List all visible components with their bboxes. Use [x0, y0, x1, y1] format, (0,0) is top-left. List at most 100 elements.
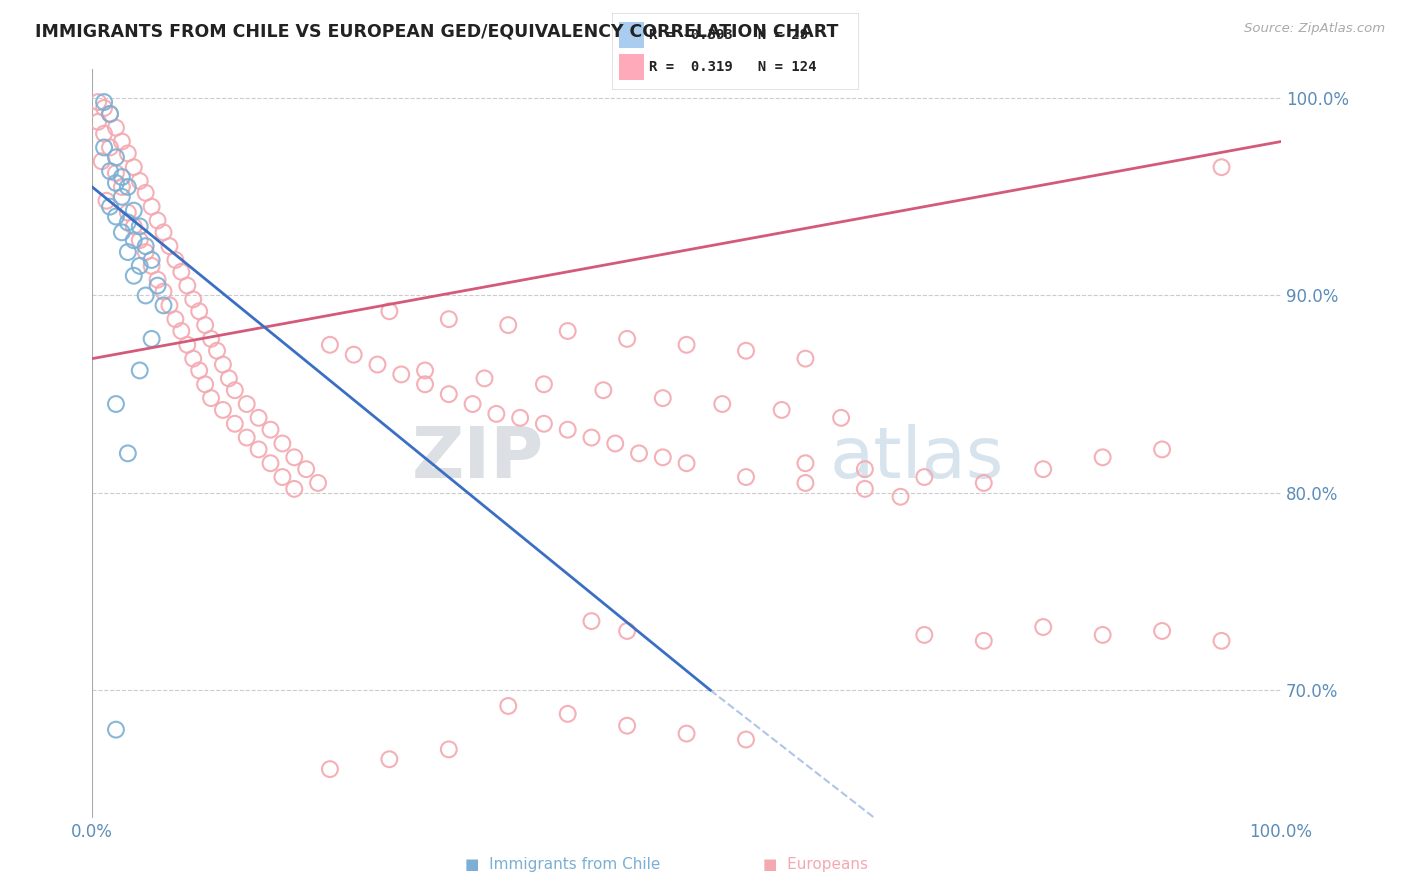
Point: [485, 407, 508, 421]
Point: [283, 450, 305, 465]
Point: [271, 470, 294, 484]
Point: [651, 391, 673, 405]
Point: [146, 213, 169, 227]
Point: [651, 450, 673, 465]
Point: [141, 259, 163, 273]
Text: ZIP: ZIP: [412, 424, 544, 493]
Point: [581, 431, 603, 445]
Point: [212, 403, 235, 417]
Point: [104, 176, 127, 190]
Point: [188, 363, 211, 377]
Point: [1032, 462, 1054, 476]
Point: [135, 288, 157, 302]
Point: [461, 397, 484, 411]
Point: [117, 446, 139, 460]
Point: [194, 318, 217, 332]
Text: ■  Immigrants from Chile: ■ Immigrants from Chile: [465, 857, 659, 872]
Point: [93, 101, 115, 115]
Point: [117, 180, 139, 194]
Point: [496, 318, 519, 332]
Point: [104, 166, 127, 180]
Point: [437, 742, 460, 756]
Point: [181, 293, 204, 307]
Point: [592, 383, 614, 397]
Point: [104, 397, 127, 411]
Point: [794, 351, 817, 366]
Point: [128, 233, 150, 247]
Point: [135, 245, 157, 260]
Point: [194, 377, 217, 392]
Point: [259, 456, 281, 470]
Point: [128, 363, 150, 377]
Point: [122, 219, 145, 234]
Point: [235, 431, 257, 445]
Point: [735, 343, 758, 358]
Text: ■  Europeans: ■ Europeans: [763, 857, 868, 872]
Point: [93, 95, 115, 109]
Point: [581, 614, 603, 628]
Point: [794, 475, 817, 490]
Point: [389, 368, 412, 382]
Point: [378, 752, 401, 766]
Point: [271, 436, 294, 450]
Point: [152, 298, 174, 312]
Point: [616, 624, 638, 638]
Point: [616, 719, 638, 733]
Point: [1152, 442, 1174, 457]
Point: [1032, 620, 1054, 634]
Point: [1211, 633, 1233, 648]
Point: [104, 120, 127, 135]
Point: [205, 343, 228, 358]
Point: [616, 332, 638, 346]
Point: [98, 200, 121, 214]
Point: [117, 146, 139, 161]
Point: [122, 203, 145, 218]
Point: [128, 174, 150, 188]
Point: [224, 383, 246, 397]
Point: [104, 210, 127, 224]
Point: [87, 115, 110, 129]
Point: [135, 239, 157, 253]
Point: [117, 215, 139, 229]
Point: [170, 265, 193, 279]
Point: [675, 338, 697, 352]
Point: [146, 273, 169, 287]
Point: [98, 164, 121, 178]
Point: [159, 298, 181, 312]
Point: [176, 338, 198, 352]
Point: [912, 470, 935, 484]
Point: [413, 377, 436, 392]
Point: [605, 436, 627, 450]
Point: [104, 723, 127, 737]
Point: [212, 358, 235, 372]
Point: [224, 417, 246, 431]
Point: [295, 462, 318, 476]
Point: [200, 391, 222, 405]
Point: [343, 348, 366, 362]
Point: [1091, 628, 1114, 642]
Point: [557, 423, 579, 437]
Point: [509, 410, 531, 425]
Point: [711, 397, 734, 411]
Point: [557, 324, 579, 338]
Point: [675, 456, 697, 470]
Text: IMMIGRANTS FROM CHILE VS EUROPEAN GED/EQUIVALENCY CORRELATION CHART: IMMIGRANTS FROM CHILE VS EUROPEAN GED/EQ…: [35, 22, 838, 40]
Point: [93, 127, 115, 141]
Point: [98, 107, 121, 121]
Point: [627, 446, 650, 460]
Point: [122, 160, 145, 174]
Point: [165, 252, 187, 267]
Point: [188, 304, 211, 318]
Text: R =  0.319   N = 124: R = 0.319 N = 124: [648, 61, 815, 74]
Bar: [619, 22, 644, 48]
Point: [890, 490, 912, 504]
Point: [159, 239, 181, 253]
Text: Source: ZipAtlas.com: Source: ZipAtlas.com: [1244, 22, 1385, 36]
Point: [1211, 160, 1233, 174]
Point: [770, 403, 793, 417]
Point: [973, 475, 995, 490]
Point: [496, 698, 519, 713]
Point: [93, 140, 115, 154]
Point: [122, 233, 145, 247]
Point: [247, 410, 270, 425]
